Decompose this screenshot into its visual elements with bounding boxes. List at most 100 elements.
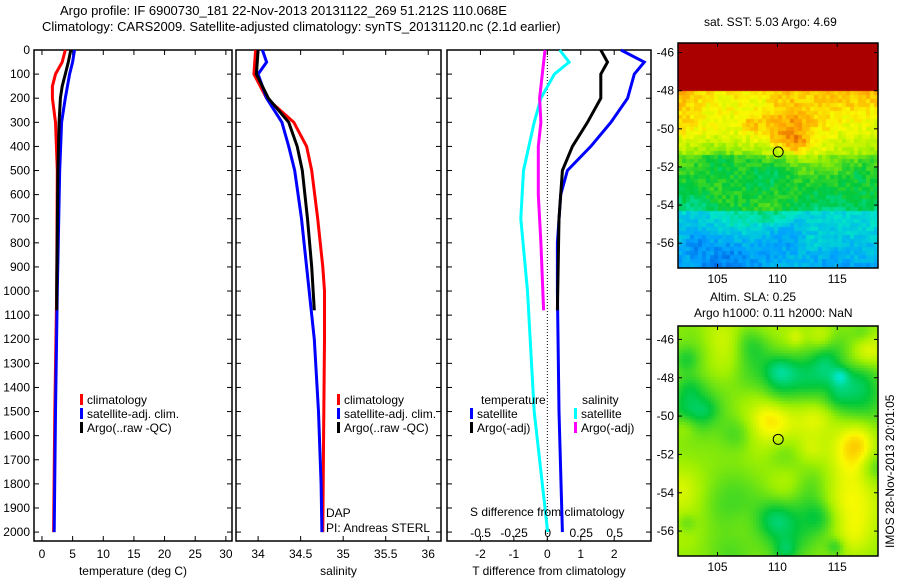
legend-swatch-satellite <box>80 408 83 419</box>
legend-label: Argo(-adj) <box>581 421 635 435</box>
legend-label: climatology <box>87 393 148 407</box>
diff-legend-salinity: salinity satellite Argo(-adj) <box>574 393 634 435</box>
sst-map <box>678 43 878 268</box>
legend-swatch-argo <box>80 422 83 433</box>
y-tick-label: 1900 <box>3 501 30 515</box>
y-tick-label: 200 <box>10 91 30 105</box>
figure-title-line2: Climatology: CARS2009. Satellite-adjuste… <box>42 19 561 34</box>
y-tick-label: 1700 <box>3 453 30 467</box>
legend-swatch-t-argo <box>470 422 473 433</box>
y-tick-label: 1300 <box>3 356 30 370</box>
x-tick-label: 10 <box>97 547 111 561</box>
x-tick-label: 1 <box>577 547 584 561</box>
map-box-1 <box>677 325 879 557</box>
y-tick-label: 0 <box>23 43 30 57</box>
lat-tick-label: -48 <box>657 84 675 98</box>
profile-legend-temperature: climatology satellite-adj. clim. Argo(..… <box>80 393 179 435</box>
dap-label: DAP <box>326 506 351 520</box>
legend-swatch-climatology <box>337 394 340 405</box>
x-tick-label: 15 <box>127 547 141 561</box>
legend-label: satellite <box>477 407 518 421</box>
legend-label: satellite-adj. clim. <box>344 407 437 421</box>
lat-tick-label: -52 <box>657 447 675 461</box>
series-argo-raw-qc- <box>254 49 316 311</box>
legend-label: satellite-adj. clim. <box>87 407 180 421</box>
y-tick-label: 300 <box>10 115 30 129</box>
lat-tick-label: -54 <box>657 198 675 212</box>
lat-tick-label: -46 <box>657 332 675 346</box>
y-tick-label: 900 <box>10 260 30 274</box>
y-tick-label: 1400 <box>3 380 30 394</box>
map-box-0 <box>677 42 879 269</box>
y-tick-label: 1200 <box>3 332 30 346</box>
legend-swatch-s-argo <box>574 422 577 433</box>
lon-tick-label: 110 <box>768 272 787 286</box>
legend-swatch-argo <box>337 422 340 433</box>
x-tick-label: 25 <box>189 547 203 561</box>
lon-tick-label: 110 <box>768 560 787 574</box>
argo-position-marker <box>772 433 784 445</box>
profile-legend-salinity: climatology satellite-adj. clim. Argo(..… <box>337 393 436 435</box>
legend-swatch-climatology <box>80 394 83 405</box>
legend-label: satellite <box>581 407 622 421</box>
sla-map-title-line1: Altim. SLA: 0.25 <box>710 290 797 304</box>
x-tick-label: 0 <box>544 547 551 561</box>
x2-tick-label: -0.25 <box>500 526 528 540</box>
x-tick-label: 2 <box>611 547 618 561</box>
sst-map-title: sat. SST: 5.03 Argo: 4.69 <box>704 15 837 29</box>
legend-label: climatology <box>344 393 405 407</box>
y-tick-label: 800 <box>10 236 30 250</box>
axes-box-1 <box>235 49 442 542</box>
y-tick-label: 600 <box>10 188 30 202</box>
x-tick-label: 34 <box>251 547 265 561</box>
x-tick-label: 34.5 <box>289 547 313 561</box>
lat-tick-label: -50 <box>657 409 675 423</box>
lat-tick-label: -56 <box>657 236 675 250</box>
series-t-satellite <box>555 48 647 533</box>
series-s-argo-adj- <box>536 49 547 311</box>
series-argo-raw-qc- <box>55 49 73 311</box>
y-tick-label: 1000 <box>3 284 30 298</box>
argo-position-marker <box>772 146 784 158</box>
pi-label: PI: Andreas STERL <box>326 521 431 535</box>
x-axis-label: salinity <box>320 564 357 578</box>
y-tick-label: 1600 <box>3 429 30 443</box>
axes-box-2 <box>446 49 652 542</box>
lon-tick-label: 105 <box>708 272 728 286</box>
x-tick-label: 35.5 <box>374 547 398 561</box>
lat-tick-label: -50 <box>657 122 675 136</box>
lon-tick-label: 115 <box>828 272 847 286</box>
s-diff-axis-label: S difference from climatology <box>470 505 625 519</box>
legend-swatch-t-satellite <box>470 408 473 419</box>
lat-tick-label: -48 <box>657 371 675 385</box>
axes-box-0 <box>33 49 233 542</box>
series-satellite-adj-clim- <box>52 49 76 533</box>
x-tick-label: 20 <box>158 547 172 561</box>
figure-title-line1: Argo profile: IF 6900730_181 22-Nov-2013… <box>60 3 507 18</box>
y-tick-label: 1100 <box>4 308 30 322</box>
y-tick-label: 500 <box>10 164 30 178</box>
legend-swatch-s-satellite <box>574 408 577 419</box>
legend-label: Argo(..raw -QC) <box>87 421 172 435</box>
series-t-argo-adj- <box>555 49 610 311</box>
legend-header: temperature <box>481 393 546 407</box>
x-tick-label: -2 <box>475 547 486 561</box>
lon-tick-label: 105 <box>708 560 728 574</box>
imos-timestamp: IMOS 28-Nov-2013 20:01:05 <box>883 394 897 548</box>
x2-tick-label: -0.5 <box>470 526 491 540</box>
y-tick-label: 2000 <box>3 525 30 539</box>
x2-tick-label: 0.25 <box>570 526 594 540</box>
diff-legend-temperature: temperature satellite Argo(-adj) <box>470 393 546 435</box>
y-tick-label: 1800 <box>3 477 30 491</box>
lat-tick-label: -56 <box>657 524 675 538</box>
legend-label: Argo(..raw -QC) <box>344 421 429 435</box>
series-s-satellite <box>519 49 572 533</box>
series-satellite-adj-clim- <box>256 49 324 533</box>
x-tick-label: 30 <box>219 547 233 561</box>
lat-tick-label: -52 <box>657 160 675 174</box>
x-tick-label: 0 <box>39 547 46 561</box>
lon-tick-label: 115 <box>828 560 847 574</box>
sla-map <box>678 326 878 556</box>
